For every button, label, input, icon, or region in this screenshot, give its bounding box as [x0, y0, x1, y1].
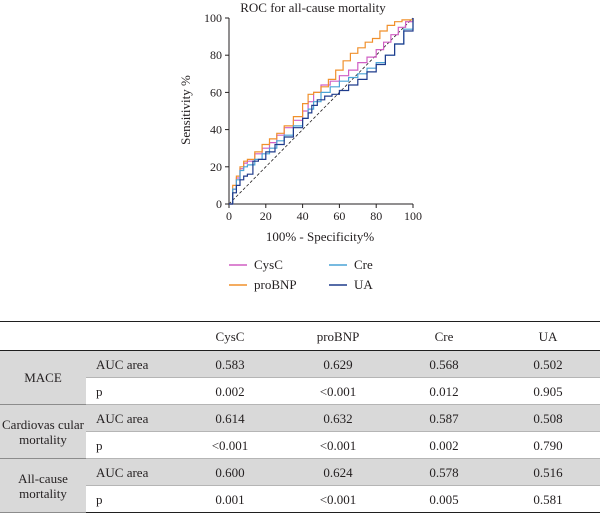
table-cell: 0.516 [496, 458, 600, 486]
metric-label: p [86, 485, 176, 513]
table-row: All-cause mortality AUC area 0.600 0.624… [0, 458, 600, 513]
table-cell: 0.005 [392, 485, 496, 513]
header-cre: Cre [392, 321, 496, 351]
x-tick-label: 40 [297, 209, 309, 223]
table-cell: 0.624 [284, 458, 392, 486]
series-line-probnp [229, 18, 414, 205]
table-cell: <0.001 [284, 377, 392, 405]
table-cell: 0.614 [176, 404, 284, 432]
x-tick-label: 60 [333, 209, 345, 223]
table-cell: 0.012 [392, 377, 496, 405]
y-tick-label: 40 [210, 123, 222, 137]
x-tick-label: 20 [260, 209, 272, 223]
table-cell: 0.581 [496, 485, 600, 513]
metric-label: AUC area [86, 458, 176, 486]
table-cell: 0.001 [176, 485, 284, 513]
reference-line [228, 17, 414, 205]
header-cell [0, 321, 86, 351]
table-cell: 0.578 [392, 458, 496, 486]
legend-label-cysc: CysC [254, 257, 283, 272]
auc-table: CysC proBNP Cre UA MACE AUC area 0.583 0… [0, 321, 600, 513]
header-cell [86, 321, 176, 351]
x-tick-label: 100 [404, 209, 422, 223]
legend-label-ua: UA [354, 277, 373, 292]
table-cell: 0.790 [496, 431, 600, 459]
table-cell: <0.001 [176, 431, 284, 459]
table-cell: 0.568 [392, 350, 496, 378]
metric-label: AUC area [86, 404, 176, 432]
legend-label-cre: Cre [354, 257, 373, 272]
table-row: MACE AUC area 0.583 0.629 0.568 0.502 [0, 350, 600, 405]
metric-label: AUC area [86, 350, 176, 378]
metric-label: p [86, 377, 176, 405]
chart-legend: CysC proBNP Cre UA [229, 257, 373, 292]
y-axis-label: Sensitivity % [178, 75, 193, 145]
table-cell: 0.583 [176, 350, 284, 378]
table-cell: <0.001 [284, 485, 392, 513]
header-cysc: CysC [176, 321, 284, 351]
legend-label-probnp: proBNP [254, 277, 297, 292]
y-tick-label: 20 [210, 160, 222, 174]
x-axis-label: 100% - Specificity% [266, 229, 374, 244]
y-tick-label: 100 [204, 11, 222, 25]
y-tick-label: 80 [210, 48, 222, 62]
header-ua: UA [496, 321, 600, 351]
table-row: p <0.001 <0.001 0.002 0.790 [0, 431, 600, 459]
table-row: Cardiovas cular mortality AUC area 0.614… [0, 404, 600, 459]
group-label-mace: MACE [0, 350, 86, 405]
x-tick-label: 80 [370, 209, 382, 223]
table-cell: 0.502 [496, 350, 600, 378]
table-row: p 0.001 <0.001 0.005 0.581 [0, 485, 600, 513]
metric-label: p [86, 431, 176, 459]
y-tick-label: 0 [216, 197, 222, 211]
table-cell: 0.629 [284, 350, 392, 378]
table-cell: 0.587 [392, 404, 496, 432]
table-cell: 0.002 [392, 431, 496, 459]
header-probnp: proBNP [284, 321, 392, 351]
table-header-row: CysC proBNP Cre UA [0, 321, 600, 351]
table-cell: <0.001 [284, 431, 392, 459]
group-label-cardiovascular: Cardiovas cular mortality [0, 404, 86, 459]
group-label-all-cause: All-cause mortality [0, 458, 86, 513]
table-row: p 0.002 <0.001 0.012 0.905 [0, 377, 600, 405]
roc-plot: 0 20 40 60 80 100 0 20 40 60 80 100 [204, 11, 422, 223]
table-cell: 0.600 [176, 458, 284, 486]
x-tick-label: 0 [226, 209, 232, 223]
series-line-ua [229, 18, 414, 205]
y-tick-label: 60 [210, 85, 222, 99]
table-cell: 0.508 [496, 404, 600, 432]
table-cell: 0.905 [496, 377, 600, 405]
chart-title: ROC for all-cause mortality [240, 0, 386, 15]
table-cell: 0.002 [176, 377, 284, 405]
table-cell: 0.632 [284, 404, 392, 432]
